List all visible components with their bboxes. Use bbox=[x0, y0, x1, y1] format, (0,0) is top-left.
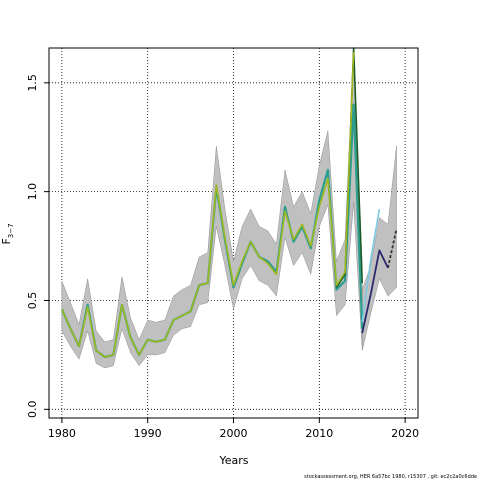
y-tick-label: 0.5 bbox=[26, 292, 39, 310]
confidence-band bbox=[361, 145, 397, 351]
series-line bbox=[361, 208, 381, 323]
x-axis: 1980 1990 2000 2010 2020 bbox=[48, 418, 419, 440]
confidence-bands bbox=[61, 50, 397, 369]
y-axis: 0.0 0.5 1.0 1.5 bbox=[26, 74, 49, 418]
x-tick-label: 2000 bbox=[220, 427, 248, 440]
x-tick-label: 2010 bbox=[305, 427, 333, 440]
x-tick-label: 1980 bbox=[48, 427, 76, 440]
y-axis-title: F3−7 bbox=[0, 223, 15, 244]
series-lines bbox=[60, 47, 398, 359]
series-line bbox=[361, 249, 389, 334]
y-tick-label: 0.0 bbox=[26, 401, 39, 419]
series-line bbox=[61, 52, 355, 358]
y-axis-title-main: F bbox=[0, 238, 13, 244]
series-line bbox=[387, 228, 398, 269]
x-tick-label: 2020 bbox=[391, 427, 419, 440]
y-tick-label: 1.0 bbox=[26, 183, 39, 201]
y-tick-label: 1.5 bbox=[26, 74, 39, 92]
x-tick-label: 1990 bbox=[134, 427, 162, 440]
footer-text: stockassessment.org, HER 6a57bc 1980, r1… bbox=[304, 474, 477, 480]
x-axis-title: Years bbox=[218, 454, 248, 467]
y-axis-title-subscript: 3−7 bbox=[7, 223, 15, 238]
